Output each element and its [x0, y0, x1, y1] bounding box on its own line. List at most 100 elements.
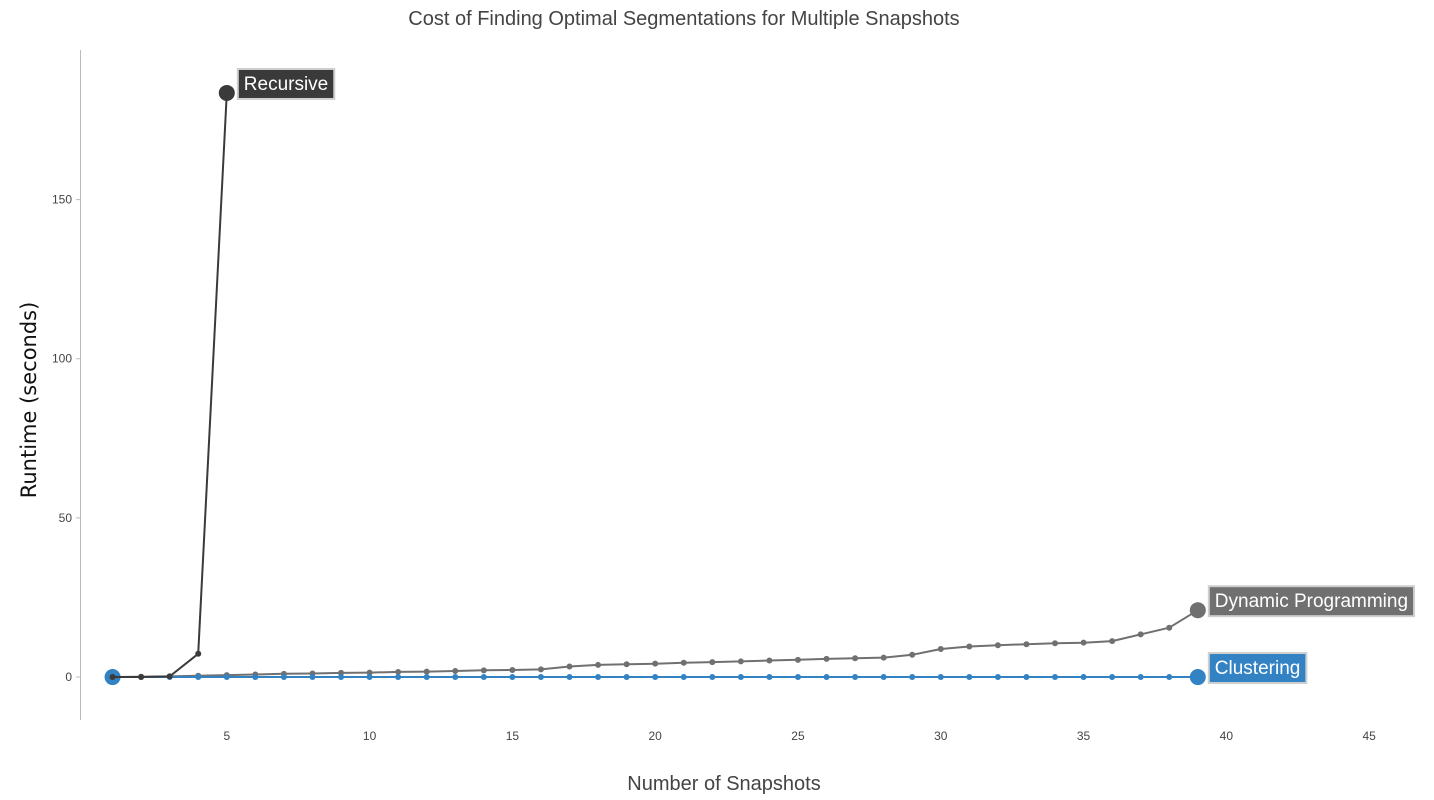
data-point-clustering — [880, 674, 887, 681]
data-point-dynamic-programming — [1080, 639, 1087, 646]
data-point-dynamic-programming — [909, 651, 916, 658]
data-point-clustering — [1137, 674, 1144, 681]
x-tick-label: 10 — [363, 729, 377, 743]
data-point-dynamic-programming — [823, 655, 830, 662]
series-line-dynamic-programming — [112, 609, 1199, 678]
series-clustering: Clustering — [104, 652, 1308, 686]
data-point-clustering — [1109, 674, 1116, 681]
y-tick-label: 100 — [52, 352, 72, 366]
data-point-clustering — [195, 674, 202, 681]
data-point-clustering — [1080, 674, 1087, 681]
y-tick-label: 0 — [65, 670, 72, 684]
y-axis-label: Runtime (seconds) — [17, 302, 41, 499]
data-point-dynamic-programming — [509, 667, 516, 674]
data-point-clustering — [423, 674, 430, 681]
x-tick-label: 15 — [506, 729, 520, 743]
data-point-recursive — [109, 674, 116, 681]
end-label-text: Dynamic Programming — [1215, 591, 1408, 612]
data-point-clustering — [766, 674, 773, 681]
end-label-box — [1207, 585, 1416, 618]
x-tick-label: 5 — [223, 729, 230, 743]
data-point-dynamic-programming — [852, 655, 859, 662]
data-point-clustering — [480, 674, 487, 681]
x-tick-label: 25 — [791, 729, 805, 743]
x-tick-label: 30 — [934, 729, 948, 743]
data-point-clustering — [680, 674, 687, 681]
end-label-recursive: Recursive — [236, 67, 336, 100]
end-label-box — [236, 67, 336, 100]
data-point-dynamic-programming — [709, 659, 716, 666]
x-tick-label: 35 — [1077, 729, 1091, 743]
data-point-recursive — [138, 674, 145, 681]
series-end-point-clustering — [1189, 669, 1206, 686]
data-point-clustering — [252, 674, 259, 681]
data-point-clustering — [623, 674, 630, 681]
data-point-clustering — [395, 674, 402, 681]
series-recursive: Recursive — [109, 67, 336, 681]
data-point-dynamic-programming — [480, 667, 487, 674]
x-tick-label: 20 — [649, 729, 663, 743]
data-point-dynamic-programming — [366, 669, 373, 676]
end-label-text: Recursive — [244, 74, 328, 95]
end-label-text: Clustering — [1215, 658, 1301, 679]
data-point-clustering — [595, 674, 602, 681]
data-point-clustering — [652, 674, 659, 681]
data-point-dynamic-programming — [1109, 638, 1116, 645]
axes: 0 50 100 150 5 10 15 20 25 30 35 40 45 — [52, 50, 1376, 743]
data-point-clustering — [1023, 674, 1030, 681]
data-point-dynamic-programming — [452, 667, 459, 674]
data-point-dynamic-programming — [1137, 631, 1144, 638]
data-point-dynamic-programming — [794, 656, 801, 663]
data-point-dynamic-programming — [966, 643, 973, 650]
data-point-clustering — [1166, 674, 1173, 681]
data-point-clustering — [566, 674, 573, 681]
data-point-clustering — [338, 674, 345, 681]
data-point-clustering — [509, 674, 516, 681]
series-dynamic-programming: Dynamic Programming — [109, 585, 1416, 681]
series-layer: Dynamic Programming Clustering Recursive — [104, 67, 1416, 686]
data-point-clustering — [937, 674, 944, 681]
x-tick-label: 40 — [1220, 729, 1234, 743]
data-point-clustering — [852, 674, 859, 681]
data-point-clustering — [709, 674, 716, 681]
data-point-dynamic-programming — [537, 666, 544, 673]
data-point-dynamic-programming — [737, 658, 744, 665]
data-point-clustering — [1052, 674, 1059, 681]
x-tick-label: 45 — [1362, 729, 1376, 743]
data-point-dynamic-programming — [623, 661, 630, 668]
series-end-point-recursive — [218, 84, 235, 101]
data-point-clustering — [966, 674, 973, 681]
data-point-dynamic-programming — [423, 668, 430, 675]
end-label-dynamic-programming: Dynamic Programming — [1207, 585, 1416, 618]
data-point-clustering — [737, 674, 744, 681]
data-point-dynamic-programming — [566, 663, 573, 670]
data-point-dynamic-programming — [1166, 624, 1173, 631]
data-point-dynamic-programming — [395, 668, 402, 675]
end-label-box — [1207, 652, 1308, 685]
data-point-clustering — [794, 674, 801, 681]
data-point-dynamic-programming — [1052, 640, 1059, 647]
data-point-dynamic-programming — [1023, 641, 1030, 648]
data-point-dynamic-programming — [652, 660, 659, 667]
data-point-recursive — [166, 673, 173, 680]
series-line-recursive — [112, 92, 228, 678]
data-point-dynamic-programming — [937, 646, 944, 653]
end-label-clustering: Clustering — [1207, 652, 1308, 685]
data-point-clustering — [537, 674, 544, 681]
x-axis-label: Number of Snapshots — [627, 773, 820, 795]
data-point-dynamic-programming — [994, 642, 1001, 649]
data-point-recursive — [195, 650, 202, 657]
data-point-dynamic-programming — [880, 654, 887, 661]
data-point-dynamic-programming — [680, 659, 687, 666]
data-point-dynamic-programming — [595, 661, 602, 668]
data-point-dynamic-programming — [766, 657, 773, 664]
data-point-clustering — [280, 674, 287, 681]
data-point-clustering — [309, 674, 316, 681]
data-point-clustering — [223, 674, 230, 681]
y-tick-label: 150 — [52, 193, 72, 207]
chart-title: Cost of Finding Optimal Segmentations fo… — [408, 8, 959, 30]
data-point-clustering — [909, 674, 916, 681]
series-end-point-dynamic-programming — [1189, 602, 1206, 619]
data-point-clustering — [994, 674, 1001, 681]
